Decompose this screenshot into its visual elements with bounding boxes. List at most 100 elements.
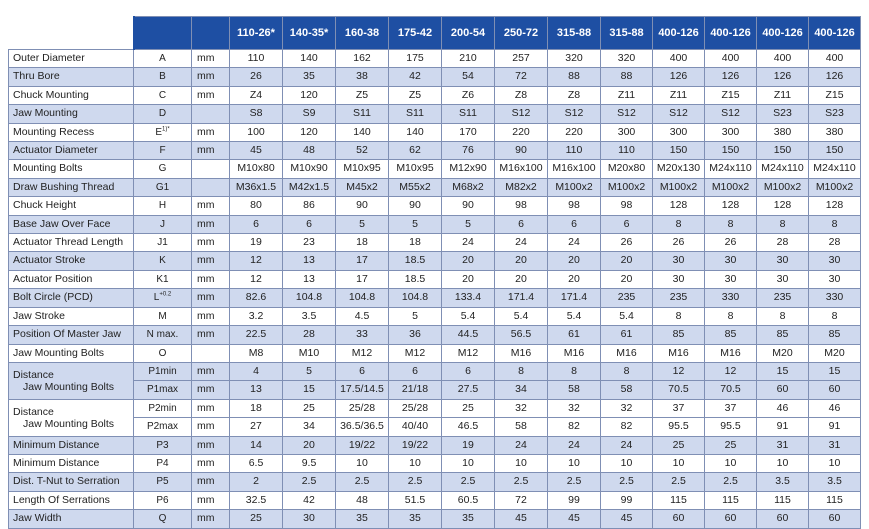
row-symbol: Q bbox=[133, 509, 192, 529]
table-cell: 330 bbox=[704, 288, 757, 308]
table-cell: 3.2 bbox=[229, 306, 283, 327]
table-cell: M45x2 bbox=[335, 177, 389, 198]
table-cell: M55x2 bbox=[388, 177, 442, 198]
table-row: P2max mm 27 34 36.5/36.5 40/40 46.5 58 82 82 95.5 9… bbox=[9, 417, 861, 437]
table-cell: 95.5 bbox=[652, 417, 705, 437]
table-cell: 24 bbox=[441, 233, 495, 253]
table-cell: 48 bbox=[335, 490, 389, 511]
row-unit: mm bbox=[191, 251, 230, 271]
row-unit: mm bbox=[191, 196, 230, 216]
table-cell: 30 bbox=[808, 251, 861, 271]
column-header: 400-126 bbox=[808, 16, 861, 50]
table-cell: 82 bbox=[547, 417, 601, 437]
row-name-group: Distance Jaw Mounting Bolts bbox=[8, 398, 134, 437]
row-symbol: P1min bbox=[133, 361, 192, 382]
table-cell: 44.5 bbox=[441, 325, 495, 345]
table-cell: M10x80 bbox=[229, 159, 283, 179]
row-unit: mm bbox=[191, 472, 230, 492]
row-unit: mm bbox=[191, 306, 230, 327]
row-unit bbox=[191, 159, 230, 179]
table-cell: 140 bbox=[335, 122, 389, 143]
row-name: Length Of Serrations bbox=[8, 490, 134, 511]
table-cell: 8 bbox=[808, 214, 861, 235]
table-cell: 22.5 bbox=[229, 325, 283, 345]
row-symbol: B bbox=[133, 67, 192, 87]
table-row: Actuator Position K1 mm 12 13 17 18.5 20 20 20 20 3… bbox=[8, 269, 861, 290]
table-cell: 5 bbox=[282, 361, 336, 382]
table-cell: M16 bbox=[494, 343, 548, 363]
table-cell: 37 bbox=[652, 398, 705, 419]
row-unit: mm bbox=[191, 325, 230, 345]
row-unit: mm bbox=[191, 122, 230, 143]
table-cell: 25/28 bbox=[388, 398, 442, 419]
table-cell: 90 bbox=[441, 196, 495, 216]
table-cell: 34 bbox=[494, 380, 548, 400]
table-cell: 25 bbox=[652, 435, 705, 455]
table-cell: 6 bbox=[388, 361, 442, 382]
row-unit bbox=[191, 104, 230, 124]
table-cell: 120 bbox=[282, 85, 336, 106]
table-cell: 18.5 bbox=[388, 269, 442, 290]
table-cell: 2.5 bbox=[704, 472, 757, 492]
header-blank-unit bbox=[191, 16, 230, 50]
table-cell: 19/22 bbox=[335, 435, 389, 455]
table-cell: 25/28 bbox=[335, 398, 389, 419]
table-cell: 170 bbox=[441, 122, 495, 143]
row-symbol-text: K bbox=[159, 255, 166, 267]
table-cell: 220 bbox=[494, 122, 548, 143]
table-cell: 45 bbox=[547, 509, 601, 529]
table-cell: 35 bbox=[282, 67, 336, 87]
table-cell: 85 bbox=[704, 325, 757, 345]
row-symbol-text: P5 bbox=[156, 476, 169, 488]
table-cell: 220 bbox=[547, 122, 601, 143]
table-cell: 91 bbox=[756, 417, 809, 437]
table-cell: 171.4 bbox=[547, 288, 601, 308]
table-cell: 38 bbox=[335, 67, 389, 87]
table-cell: 9.5 bbox=[282, 453, 336, 474]
table-cell: 23 bbox=[282, 233, 336, 253]
table-cell: 98 bbox=[494, 196, 548, 216]
table-cell: M42x1.5 bbox=[282, 177, 336, 198]
row-name: Jaw Width bbox=[8, 509, 134, 529]
table-cell: 72 bbox=[494, 490, 548, 511]
table-cell: M100x2 bbox=[600, 177, 653, 198]
row-symbol-text: D bbox=[158, 108, 167, 120]
table-cell: 100 bbox=[229, 122, 283, 143]
table-cell: 115 bbox=[704, 490, 757, 511]
table-cell: 6 bbox=[229, 214, 283, 235]
row-name-line-1: Distance bbox=[13, 368, 54, 381]
table-cell: 26 bbox=[600, 233, 653, 253]
table-cell: 110 bbox=[600, 141, 653, 161]
table-cell: 99 bbox=[600, 490, 653, 511]
table-cell: 10 bbox=[600, 453, 653, 474]
table-cell: 2.5 bbox=[335, 472, 389, 492]
row-name: Draw Bushing Thread bbox=[8, 177, 134, 198]
row-name: Chuck Mounting bbox=[8, 85, 134, 106]
table-cell: 140 bbox=[282, 48, 336, 69]
column-header: 200-54 bbox=[441, 16, 495, 50]
table-cell: S23 bbox=[808, 104, 861, 124]
table-cell: M20 bbox=[808, 343, 861, 363]
table-cell: 14 bbox=[229, 435, 283, 455]
table-cell: 171.4 bbox=[494, 288, 548, 308]
table-cell: M10x95 bbox=[335, 159, 389, 179]
table-cell: S12 bbox=[704, 104, 757, 124]
row-name: Thru Bore bbox=[8, 67, 134, 87]
row-symbol: P1max bbox=[133, 380, 192, 400]
row-unit: mm bbox=[191, 509, 230, 529]
table-cell: 20 bbox=[600, 251, 653, 271]
table-cell: 20 bbox=[441, 251, 495, 271]
row-unit: mm bbox=[191, 269, 230, 290]
table-cell: 46 bbox=[756, 398, 809, 419]
table-cell: 25 bbox=[229, 509, 283, 529]
row-symbol-text: A bbox=[159, 53, 166, 64]
table-cell: 150 bbox=[756, 141, 809, 161]
table-cell: 85 bbox=[756, 325, 809, 345]
table-cell: 58 bbox=[547, 380, 601, 400]
row-symbol-superscript: +0.2 bbox=[159, 291, 172, 298]
table-cell: 82 bbox=[600, 417, 653, 437]
table-cell: 60 bbox=[756, 509, 809, 529]
table-cell: 21/18 bbox=[388, 380, 442, 400]
